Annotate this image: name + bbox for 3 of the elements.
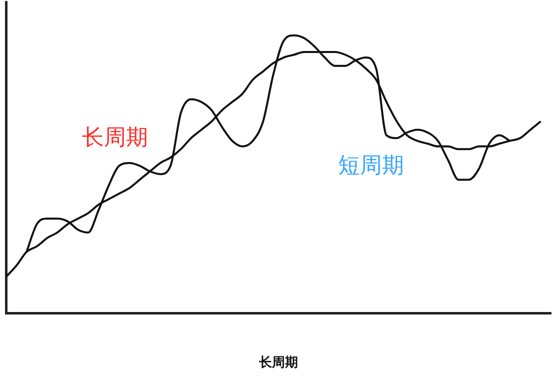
series-label: 短周期	[338, 154, 404, 179]
series-label: 长周期	[82, 126, 148, 151]
x-axis-title: 长周期	[258, 356, 298, 371]
